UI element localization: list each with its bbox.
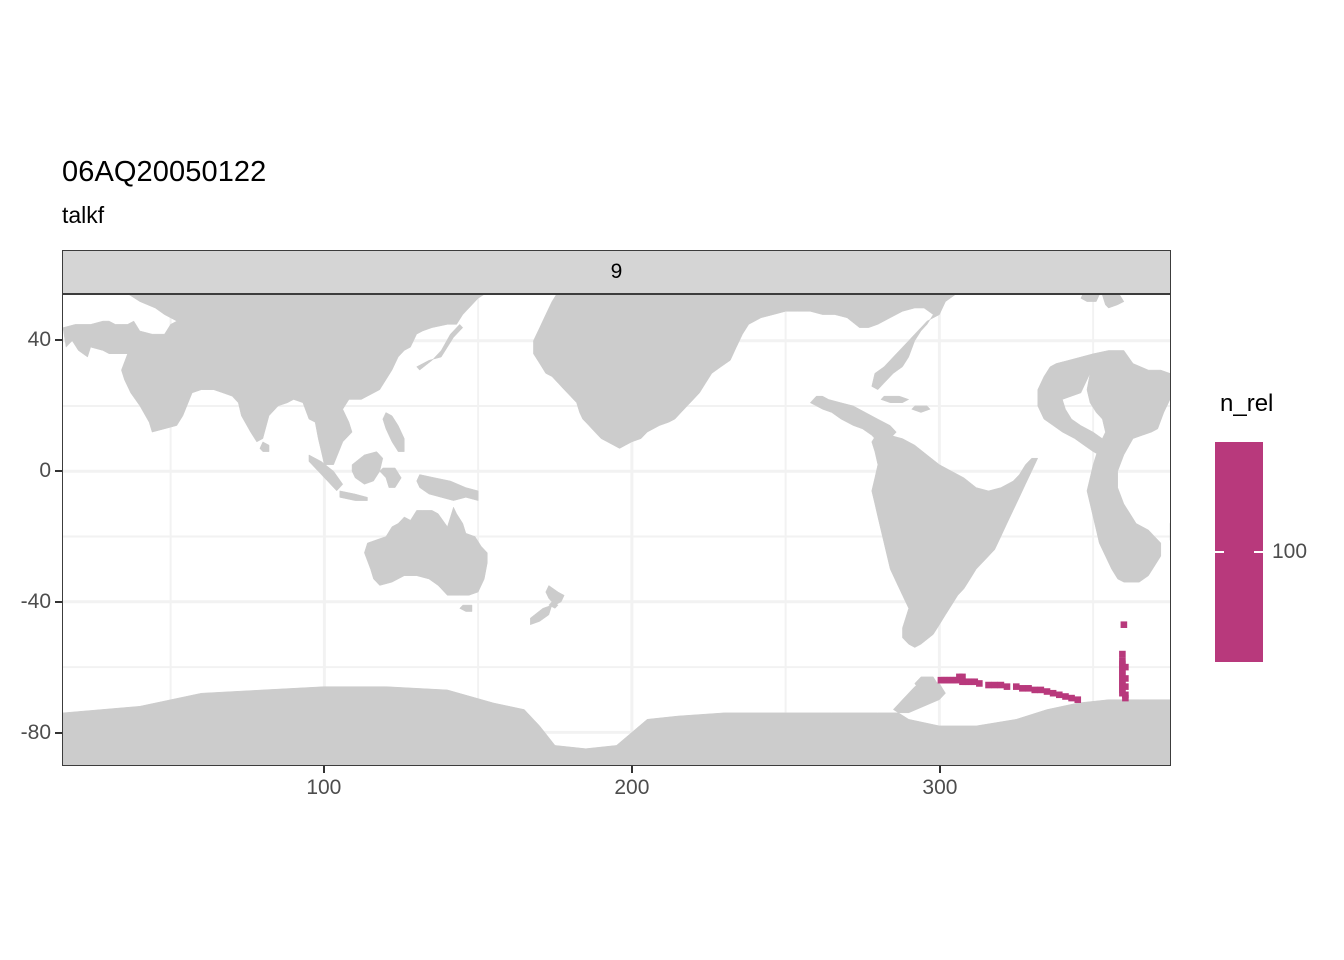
x-axis-tick-label: 100: [306, 776, 342, 799]
landmass-s-america: [871, 431, 1039, 648]
x-axis-tick-mark: [938, 766, 941, 773]
landmass-ap-tip: [914, 676, 940, 697]
track-series-0: [937, 621, 1129, 703]
y-axis-tick-label: -80: [20, 721, 51, 745]
track-cell: [1003, 683, 1011, 690]
track-cell: [1120, 621, 1128, 628]
landmass-borneo: [351, 451, 384, 485]
x-axis-tick-mark: [630, 766, 633, 773]
track-cell: [1068, 694, 1075, 702]
legend-tick-label: 100: [1272, 540, 1308, 563]
landmass-ireland: [1080, 295, 1100, 302]
landmass-antarctica: [63, 679, 1170, 765]
landmass-nz-bridge: [548, 601, 559, 609]
track-cell: [1056, 691, 1063, 699]
track-cell: [1019, 685, 1026, 692]
facet-strip: 9: [62, 250, 1171, 294]
y-axis-tick-label: -40: [20, 590, 51, 614]
x-axis-tick-label: 200: [614, 776, 650, 799]
landmass-nz-north: [545, 585, 565, 606]
track-cell: [1122, 663, 1129, 671]
track-cell: [1031, 686, 1039, 694]
y-axis-tick-mark: [55, 732, 62, 735]
landmass-sumatra: [308, 454, 344, 492]
track-cell: [985, 681, 992, 689]
y-axis-tick-mark: [55, 601, 62, 604]
track-cell: [1122, 675, 1129, 682]
y-axis-tick-mark: [55, 338, 62, 341]
landmass-nz-south: [530, 604, 553, 626]
landmass-australia: [364, 506, 488, 596]
y-axis-tick-label: 0: [39, 459, 51, 482]
landmass-cuba: [880, 395, 910, 403]
track-cell: [959, 673, 966, 681]
legend-title: n_rel: [1220, 390, 1274, 417]
x-axis-tick-mark: [322, 766, 325, 773]
cruise-track-layer: [937, 621, 1129, 703]
track-cell: [1122, 683, 1129, 690]
track-cell: [1119, 650, 1126, 658]
track-cell: [1043, 688, 1051, 695]
y-axis-tick-label: 40: [27, 327, 51, 351]
landmass-hispaniola: [911, 405, 931, 413]
legend-tick-mark-right: [1254, 551, 1263, 553]
landmass-britain: [1102, 295, 1125, 309]
landmass-japan: [416, 324, 464, 371]
world-map-svg: [63, 295, 1170, 765]
landmass-sulawesi: [379, 467, 402, 488]
map-canvas: [63, 295, 1170, 765]
track-cell: [1122, 691, 1129, 699]
landmass-c-america: [809, 395, 897, 443]
track-cell: [1049, 689, 1057, 697]
track-cell: [1012, 683, 1020, 690]
track-cell: [1062, 693, 1069, 700]
landmass-sri-lanka: [259, 441, 270, 452]
track-cell: [1074, 696, 1082, 703]
page-title: 06AQ20050122: [62, 156, 267, 188]
track-cell: [976, 680, 983, 687]
facet-strip-label: 9: [610, 260, 623, 283]
track-cell: [971, 678, 979, 686]
track-cell: [997, 681, 1005, 689]
landmass-eurasia: [63, 295, 484, 465]
legend-tick-mark-left: [1215, 551, 1224, 553]
landmass-n-america: [533, 295, 956, 449]
map-panel[interactable]: [62, 294, 1171, 766]
landmass-layer: [63, 295, 1170, 765]
x-axis-tick-label: 300: [922, 776, 958, 799]
landmass-java: [339, 490, 368, 501]
landmass-philippines: [382, 412, 405, 452]
landmass-africa-bulge: [1037, 353, 1106, 456]
landmass-tasmania: [459, 604, 473, 612]
landmass-new-guinea: [416, 474, 479, 501]
track-cell: [991, 681, 999, 689]
track-cell: [1037, 686, 1045, 694]
track-cell: [1122, 694, 1129, 702]
track-cell: [1025, 685, 1032, 692]
landmass-africa: [1086, 350, 1170, 583]
track-cell: [1119, 657, 1126, 664]
y-axis-tick-mark: [55, 470, 62, 472]
plot-subtitle: talkf: [62, 202, 105, 228]
